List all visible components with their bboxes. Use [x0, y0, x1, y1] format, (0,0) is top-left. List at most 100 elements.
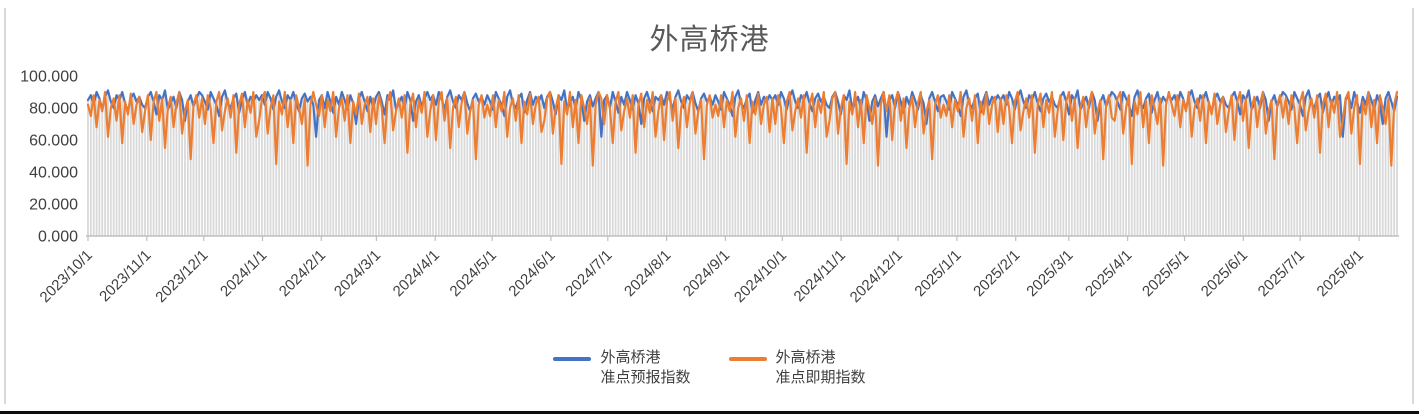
background-bar	[868, 108, 871, 236]
background-bar	[286, 95, 289, 236]
background-bar	[1085, 96, 1088, 236]
background-bar	[417, 95, 420, 236]
background-bar	[637, 103, 640, 236]
background-bar	[520, 93, 523, 236]
background-bar	[332, 92, 335, 236]
background-bar	[309, 96, 312, 236]
background-bar	[911, 92, 914, 236]
background-bar	[1242, 95, 1244, 236]
background-bar	[312, 92, 315, 236]
legend-item-spot-index[interactable]: 外高桥港 准点即期指数	[728, 348, 866, 388]
background-bar	[372, 98, 375, 237]
background-bar	[1065, 101, 1068, 236]
background-bar	[1031, 95, 1033, 236]
background-bar	[472, 98, 474, 237]
background-bar	[152, 101, 155, 236]
background-bar	[993, 96, 996, 236]
background-bar	[223, 90, 226, 237]
background-bar	[198, 92, 201, 236]
background-bar	[1347, 92, 1350, 236]
background-bar	[859, 100, 862, 236]
background-bar	[412, 93, 415, 236]
background-bar	[708, 95, 711, 236]
background-bar	[831, 96, 834, 236]
background-bar	[292, 92, 295, 236]
background-bar	[608, 108, 611, 236]
background-bar	[415, 101, 417, 236]
background-bar	[874, 95, 877, 236]
background-bar	[1284, 95, 1287, 236]
background-bar	[98, 98, 101, 237]
background-bar	[335, 96, 338, 236]
background-bar	[1110, 92, 1113, 236]
background-bar	[1253, 96, 1256, 236]
background-bar	[942, 95, 945, 236]
background-bar	[714, 95, 717, 236]
background-bar	[218, 92, 221, 236]
background-bar	[825, 104, 828, 236]
background-bar	[1036, 103, 1039, 236]
background-bar	[805, 92, 808, 236]
background-bar	[600, 98, 603, 237]
background-bar	[1396, 92, 1398, 236]
background-bar	[389, 92, 392, 236]
background-bar	[817, 93, 819, 236]
background-bar	[631, 95, 634, 236]
background-bar	[409, 100, 412, 236]
background-bar	[962, 96, 965, 236]
background-bar	[355, 114, 357, 236]
background-bar	[663, 104, 665, 236]
background-bar	[808, 103, 811, 236]
background-bar	[891, 95, 894, 236]
background-bar	[651, 92, 654, 236]
background-bar	[991, 96, 993, 236]
background-bar	[660, 95, 663, 236]
background-bar	[919, 92, 922, 236]
background-bar	[109, 101, 112, 236]
background-bar	[226, 98, 229, 237]
background-bar	[318, 100, 320, 236]
background-bar	[1005, 95, 1008, 236]
background-bar	[760, 104, 762, 236]
x-axis-label: 2024/11/1	[791, 247, 849, 305]
background-bar	[748, 93, 751, 236]
background-bar	[996, 95, 999, 236]
background-bar	[115, 95, 118, 236]
legend-item-forecast-index[interactable]: 外高桥港 准点预报指数	[553, 348, 691, 388]
background-bar	[1296, 98, 1299, 237]
background-bar	[988, 104, 991, 236]
background-bar	[1341, 120, 1344, 236]
background-bar	[121, 92, 124, 236]
background-bar	[569, 92, 571, 236]
background-bar	[1025, 98, 1028, 237]
background-bar	[1150, 95, 1153, 236]
background-bar	[1301, 92, 1304, 236]
x-axis-label: 2025/7/1	[1255, 247, 1308, 300]
background-bar	[854, 92, 857, 236]
background-bar	[1239, 92, 1242, 236]
background-bar	[1122, 92, 1125, 236]
background-bar	[936, 95, 939, 236]
background-bar	[694, 103, 697, 236]
x-axis-label: 2025/3/1	[1023, 247, 1076, 300]
background-bar	[1059, 95, 1062, 236]
background-bar	[1270, 100, 1273, 236]
background-bar	[406, 92, 409, 236]
background-bar	[571, 96, 574, 236]
background-bar	[1210, 111, 1213, 236]
x-axis-label: 2024/12/1	[847, 247, 906, 306]
background-bar	[1136, 90, 1139, 237]
background-bar	[1139, 92, 1142, 236]
background-bar	[566, 109, 569, 236]
background-bar	[905, 96, 908, 236]
background-bar	[597, 92, 600, 236]
background-bar	[1182, 98, 1185, 237]
background-bar	[1233, 92, 1236, 236]
background-bar	[782, 98, 785, 237]
background-bar	[303, 93, 306, 236]
background-bar	[514, 108, 517, 236]
background-bar	[526, 100, 529, 236]
background-bar	[968, 98, 971, 237]
background-bar	[589, 95, 591, 236]
background-bar	[1313, 108, 1316, 236]
